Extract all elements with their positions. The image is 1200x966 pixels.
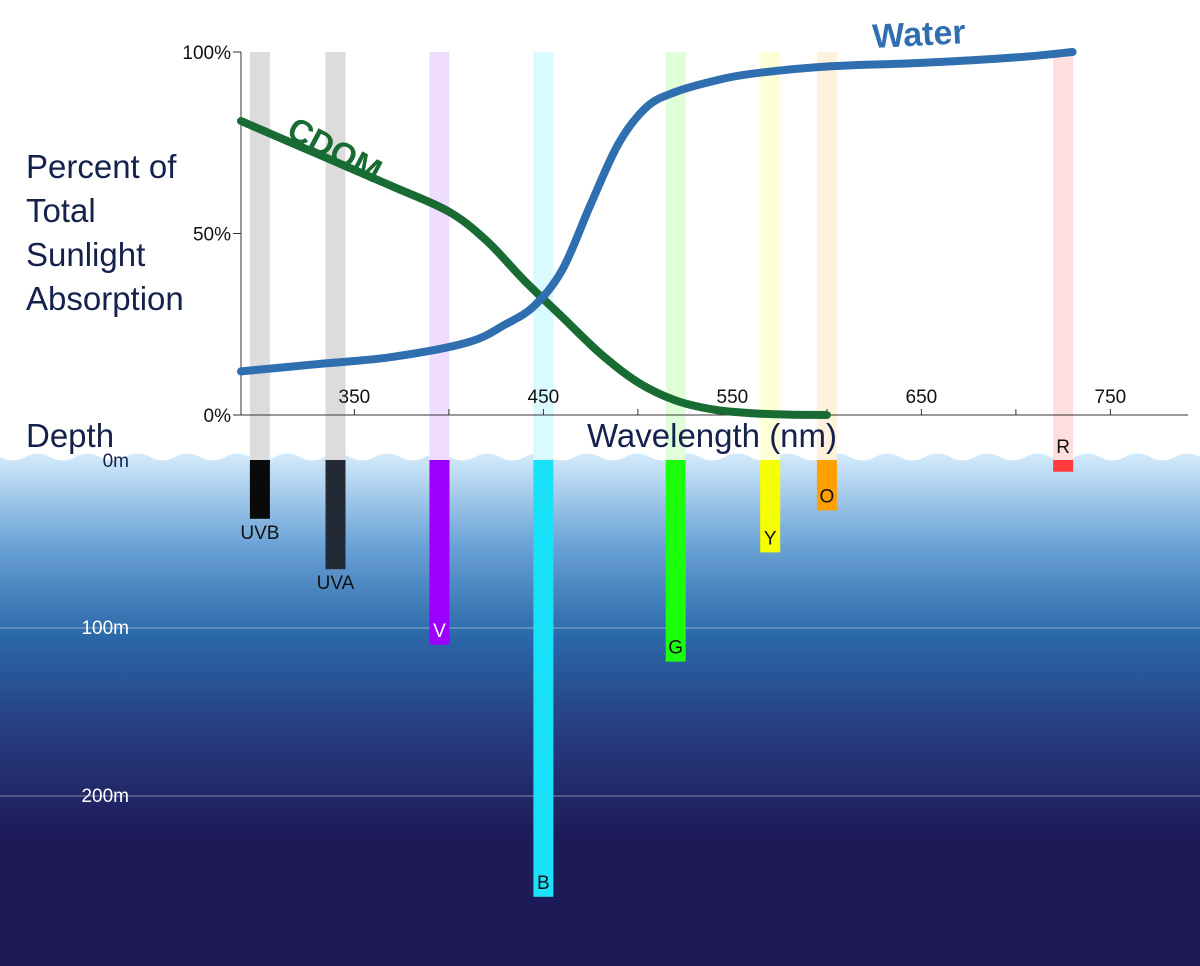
band-tint-uvb — [249, 52, 270, 460]
depth-bar-o — [816, 460, 837, 511]
y-tick-label: 100% — [182, 43, 231, 64]
depth-bar-label-v: V — [433, 621, 446, 642]
y-axis-title-line: Percent of — [26, 148, 177, 185]
y-axis-title-line: Total — [26, 192, 96, 229]
depth-bar-r — [1053, 460, 1074, 472]
depth-bar-y — [760, 460, 781, 553]
x-axis-title: Wavelength (nm) — [587, 417, 837, 454]
x-tick-label: 450 — [528, 387, 560, 408]
x-tick-label: 550 — [717, 387, 749, 408]
depth-bar-label-uva: UVA — [317, 573, 355, 594]
x-tick-label: 750 — [1095, 387, 1127, 408]
depth-bar-label-o: O — [820, 486, 835, 507]
depth-bar-label-r: R — [1056, 437, 1070, 458]
y-axis-title: Percent of Total Sunlight Absorption — [26, 148, 186, 317]
depth-bar-label-y: Y — [764, 528, 777, 549]
y-axis-title-line: Absorption — [26, 280, 184, 317]
y-tick-label: 50% — [193, 225, 231, 246]
band-tint-o — [816, 52, 837, 460]
band-tint-b — [533, 52, 554, 460]
depth-tick-label: 100m — [81, 618, 129, 639]
series-line-water — [237, 48, 1077, 376]
depth-bar-uvb — [249, 460, 270, 519]
band-tint-y — [760, 52, 781, 460]
depth-bar-label-g: G — [668, 638, 683, 659]
depth-bar-label-uvb: UVB — [240, 523, 279, 544]
series-label-water: Water — [871, 13, 966, 56]
depth-axis-ticks: 0m 100m 200m — [81, 451, 129, 807]
y-axis-title-line: Sunlight — [26, 236, 145, 273]
ocean-background — [0, 453, 1200, 966]
depth-bar-uva — [325, 460, 346, 570]
depth-bars: UVB UVA V B G Y O R — [240, 437, 1074, 897]
y-tick-label: 0% — [204, 406, 232, 427]
depth-bar-v — [429, 460, 450, 645]
depth-axis-title: Depth — [26, 417, 114, 454]
depth-tick-label: 200m — [81, 786, 129, 807]
depth-gridlines — [0, 627, 1200, 797]
band-tint-uva — [325, 52, 346, 460]
band-tint-r — [1053, 52, 1074, 460]
series-line-cdom — [237, 117, 831, 419]
y-axis-ticks: 0% 50% 100% — [182, 43, 241, 427]
band-tint-v — [429, 52, 450, 460]
depth-bar-g — [665, 460, 686, 662]
wavelength-band-tints — [249, 52, 1074, 460]
band-tint-g — [665, 52, 686, 460]
depth-bar-label-b: B — [537, 873, 550, 894]
x-tick-label: 350 — [339, 387, 371, 408]
x-axis-tick-labels: 350 450 550 650 750 — [339, 387, 1127, 408]
depth-bar-b — [533, 460, 554, 897]
depth-tick-label: 0m — [103, 451, 129, 472]
x-tick-label: 650 — [906, 387, 938, 408]
